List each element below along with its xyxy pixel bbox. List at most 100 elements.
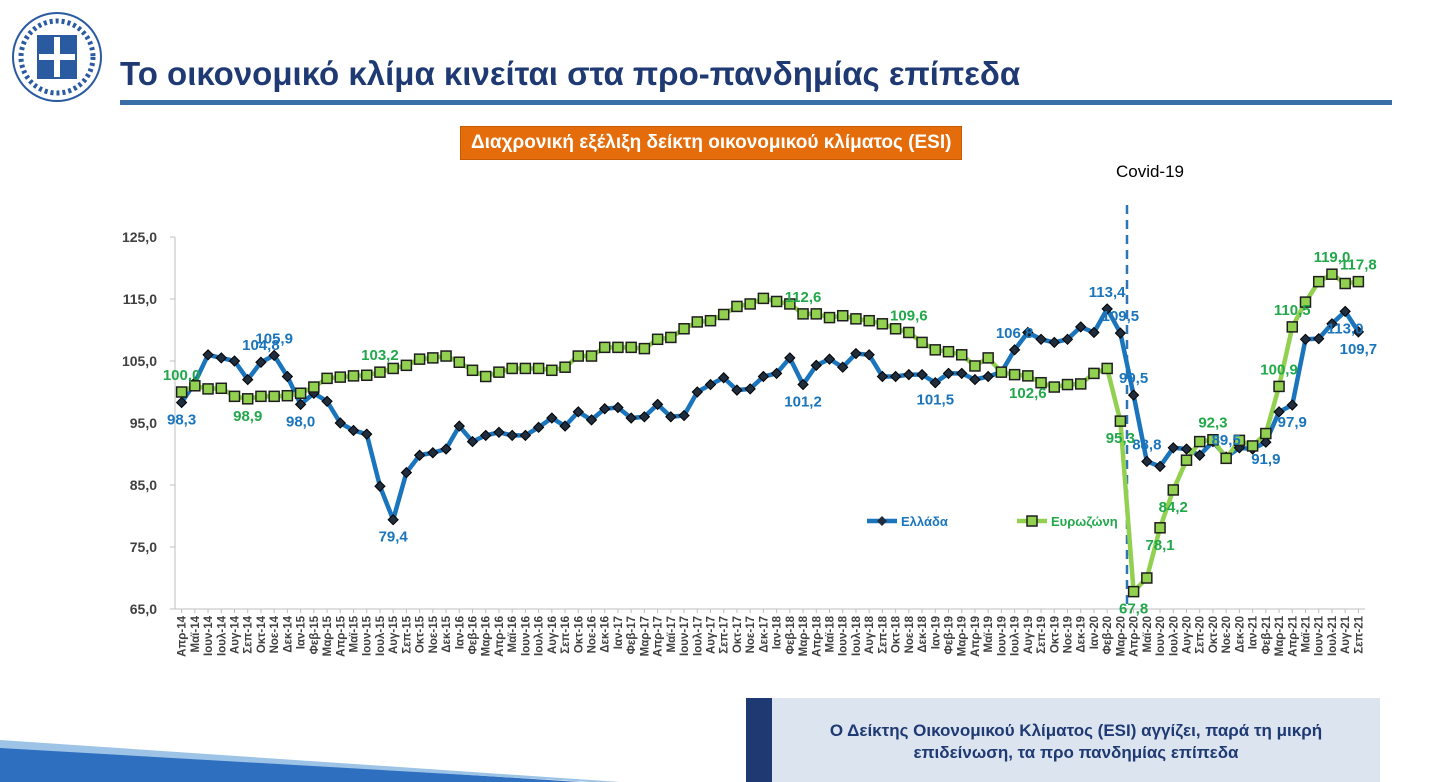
point <box>889 370 902 383</box>
point <box>1220 452 1232 465</box>
value-label: 92,3 <box>1198 415 1227 432</box>
corner-band <box>0 740 620 782</box>
point <box>1074 378 1087 390</box>
point <box>228 390 241 403</box>
value-label: 113,4 <box>1089 284 1126 301</box>
point <box>1313 332 1325 345</box>
series-line <box>179 306 1361 522</box>
x-tick-label: Μαρ-15 <box>322 615 334 656</box>
point <box>466 435 479 448</box>
x-tick-label: Μαϊ-19 <box>983 616 995 652</box>
x-tick-label: Σεπ-14 <box>243 615 255 653</box>
value-label: 110,5 <box>1274 302 1311 319</box>
point <box>969 360 981 372</box>
point <box>1339 277 1351 290</box>
value-label: 104,8 <box>242 337 280 354</box>
point <box>598 341 611 354</box>
x-tick-label: Οκτ-14 <box>256 615 268 653</box>
x-tick-label: Μαϊ-14 <box>190 615 202 652</box>
x-tick-label: Ιαν-16 <box>454 616 466 649</box>
point <box>387 514 399 526</box>
point <box>903 368 915 381</box>
x-tick-label: Αυγ-15 <box>388 615 400 654</box>
point <box>387 362 399 375</box>
point <box>281 389 294 402</box>
x-tick-label: Μαρ-17 <box>639 616 651 656</box>
x-tick-label: Αυγ-14 <box>230 615 242 654</box>
point <box>1154 460 1166 473</box>
point <box>810 359 822 372</box>
x-tick-label: Οκτ-15 <box>415 615 427 653</box>
point <box>1141 455 1153 468</box>
point <box>823 311 836 324</box>
point <box>519 429 532 442</box>
x-tick-label: Μαρ-19 <box>957 616 969 656</box>
point <box>717 308 730 321</box>
point <box>1088 367 1100 380</box>
point <box>255 390 267 403</box>
value-label: 105,9 <box>255 330 293 347</box>
point <box>876 318 889 330</box>
point <box>294 387 307 399</box>
x-tick-label: Αυγ-17 <box>706 616 718 654</box>
point <box>572 350 585 362</box>
value-label: 100,0 <box>163 367 201 384</box>
x-tick-label: Ιουν-16 <box>520 616 532 656</box>
x-tick-label: Ιουν-17 <box>679 616 691 656</box>
point <box>1299 296 1312 308</box>
y-tick-label: 65,0 <box>130 601 157 617</box>
value-label: 89,5 <box>1212 432 1241 449</box>
point <box>175 386 188 398</box>
x-tick-label: Απρ-18 <box>811 615 823 656</box>
point <box>175 396 188 409</box>
x-tick-label: Μαρ-16 <box>481 616 493 656</box>
x-tick-label: Ιουν-19 <box>996 616 1008 656</box>
value-label: 98,3 <box>167 412 196 429</box>
point <box>599 403 611 415</box>
point <box>1299 333 1312 346</box>
point <box>863 349 875 361</box>
point <box>797 308 809 320</box>
point <box>1022 326 1034 339</box>
x-tick-label: Μαϊ-16 <box>507 616 519 652</box>
x-tick-label: Σεπ-19 <box>1036 616 1048 654</box>
point <box>757 292 770 305</box>
x-tick-label: Φεβ-20 <box>1102 616 1114 655</box>
x-tick-label: Φεβ-16 <box>468 616 480 655</box>
point <box>1075 321 1087 333</box>
point <box>665 331 677 344</box>
point <box>1273 406 1285 418</box>
x-tick-label: Ιαν-17 <box>613 616 625 649</box>
point <box>453 420 465 432</box>
point <box>1114 415 1127 427</box>
point <box>612 401 624 414</box>
point <box>836 309 849 322</box>
x-tick-label: Ιουν-15 <box>362 615 374 656</box>
value-label: 106,8 <box>996 325 1034 342</box>
point <box>308 381 320 393</box>
point <box>850 313 862 325</box>
point <box>1286 399 1298 411</box>
point <box>532 421 545 434</box>
x-tick-label: Οκτ-19 <box>1049 616 1061 653</box>
point <box>202 383 214 395</box>
value-label: 88,8 <box>1132 436 1161 453</box>
point <box>1088 326 1100 339</box>
value-label: 109,5 <box>1102 308 1140 325</box>
point <box>876 370 889 383</box>
point <box>532 362 545 375</box>
x-tick-label: Δεκ-15 <box>441 615 453 652</box>
point <box>665 411 677 423</box>
x-tick-label: Απρ-20 <box>1129 616 1141 657</box>
point <box>1167 484 1180 496</box>
point <box>1286 321 1299 333</box>
value-label: 101,5 <box>917 392 955 409</box>
x-tick-label: Μαρ-21 <box>1274 615 1286 656</box>
point <box>427 447 439 459</box>
x-tick-label: Δεκ-16 <box>600 616 612 653</box>
value-label: 91,9 <box>1251 451 1280 468</box>
point <box>1035 376 1047 389</box>
point <box>969 373 981 386</box>
point <box>413 449 426 461</box>
point <box>215 352 227 364</box>
